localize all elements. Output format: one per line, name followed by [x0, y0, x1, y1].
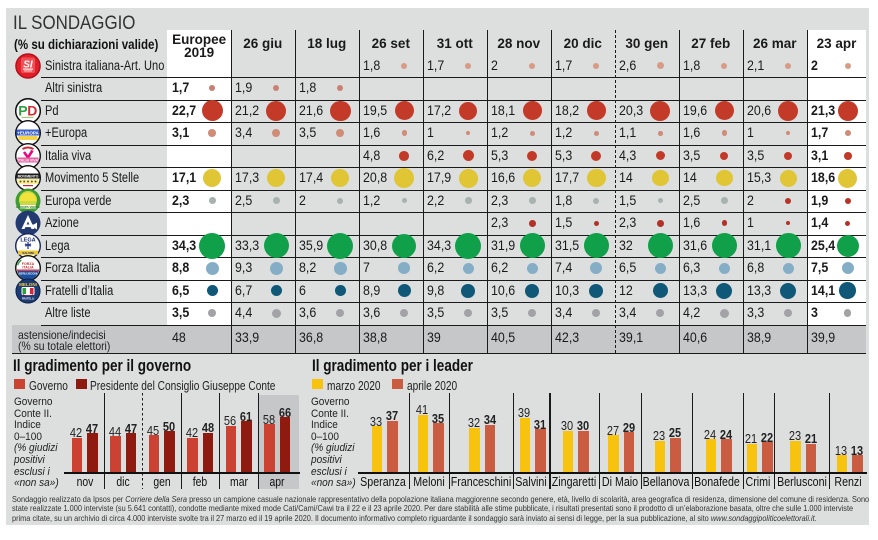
- svg-text:ITALIA: ITALIA: [22, 266, 34, 270]
- svg-text:SI: SI: [23, 59, 33, 70]
- svg-text:+EUROPA: +EUROPA: [17, 131, 39, 136]
- svg-text:P: P: [18, 102, 27, 118]
- svg-text:LEGA: LEGA: [20, 237, 35, 243]
- svg-text:EUROPA VERDE: EUROPA VERDE: [16, 205, 40, 209]
- svg-text:FRATELLI: FRATELLI: [21, 296, 34, 300]
- svg-text:FORZA: FORZA: [21, 262, 34, 266]
- svg-text:SALVINI: SALVINI: [22, 251, 34, 255]
- svg-text:D: D: [27, 102, 37, 118]
- svg-text:BERLUSCONI: BERLUSCONI: [18, 272, 37, 276]
- svg-text:MELONI: MELONI: [19, 282, 37, 287]
- svg-text:MOVIMENTO: MOVIMENTO: [17, 175, 38, 179]
- svg-text:ITALIA VIVA: ITALIA VIVA: [17, 158, 38, 162]
